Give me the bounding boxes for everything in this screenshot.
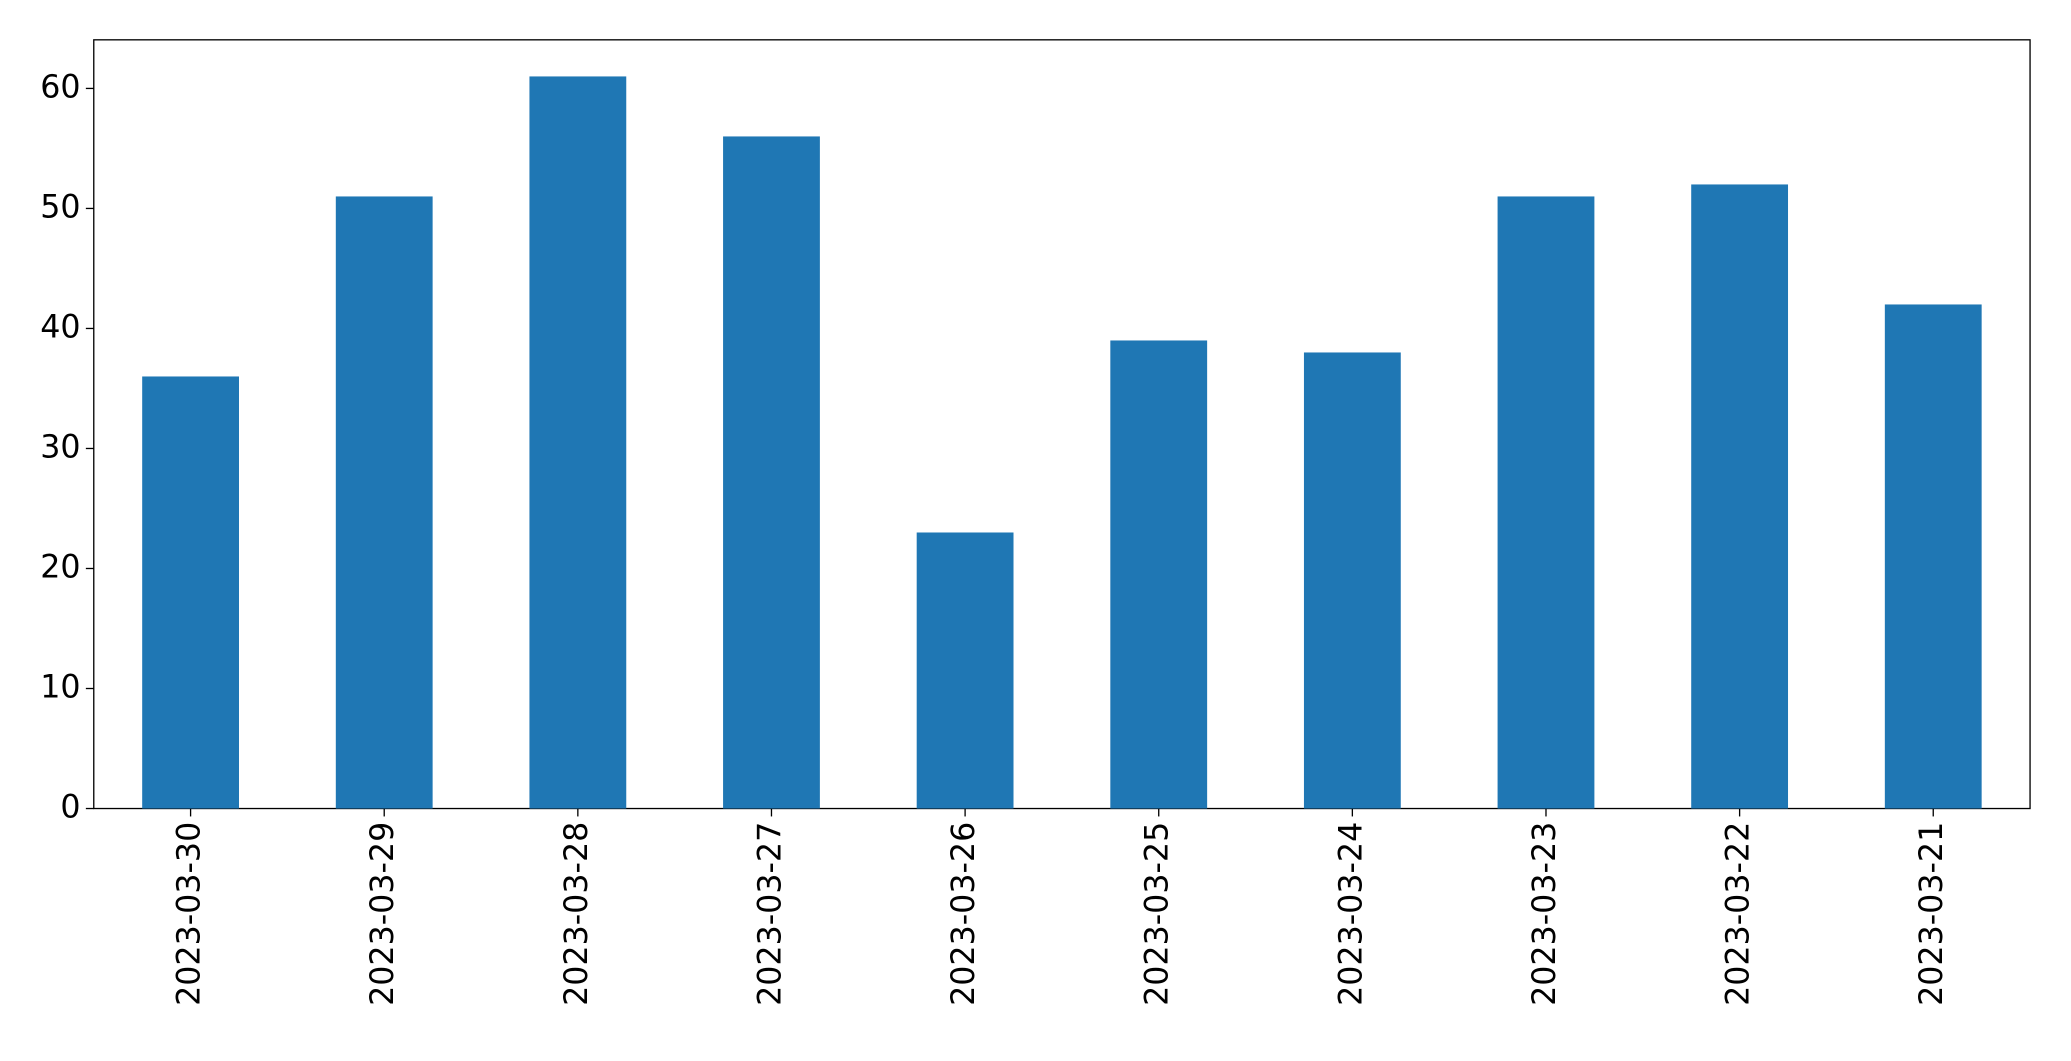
y-tick-label: 50	[40, 189, 80, 225]
y-tick-label: 20	[40, 549, 80, 585]
bar	[1303, 352, 1401, 809]
bar	[142, 376, 239, 809]
x-tick-label: 2023-03-23	[1527, 822, 1563, 1006]
x-tick-label: 2023-03-22	[1721, 822, 1757, 1006]
bar	[723, 136, 820, 809]
x-tick-label: 2023-03-25	[1140, 822, 1176, 1006]
y-tick-label: 0	[60, 790, 80, 826]
bar	[1110, 340, 1208, 809]
x-tick-label: 2023-03-26	[946, 822, 982, 1006]
x-tick-label: 2023-03-30	[172, 822, 208, 1006]
y-tick-label: 30	[40, 429, 80, 465]
x-tick-label: 2023-03-24	[1333, 822, 1369, 1006]
y-tick-label: 10	[40, 670, 80, 706]
x-tick-label: 2023-03-29	[365, 822, 401, 1006]
x-tick-label: 2023-03-21	[1914, 822, 1950, 1006]
y-tick-label: 60	[40, 69, 80, 105]
bar	[1691, 184, 1789, 809]
bar	[335, 196, 433, 809]
x-tick-label: 2023-03-28	[559, 822, 595, 1006]
bar	[1884, 304, 1982, 809]
bar	[529, 76, 627, 809]
x-tick-label: 2023-03-27	[752, 822, 788, 1006]
bar	[1497, 196, 1595, 809]
bar	[916, 532, 1014, 809]
y-tick-label: 40	[40, 309, 80, 345]
plot-frame	[93, 39, 2031, 810]
